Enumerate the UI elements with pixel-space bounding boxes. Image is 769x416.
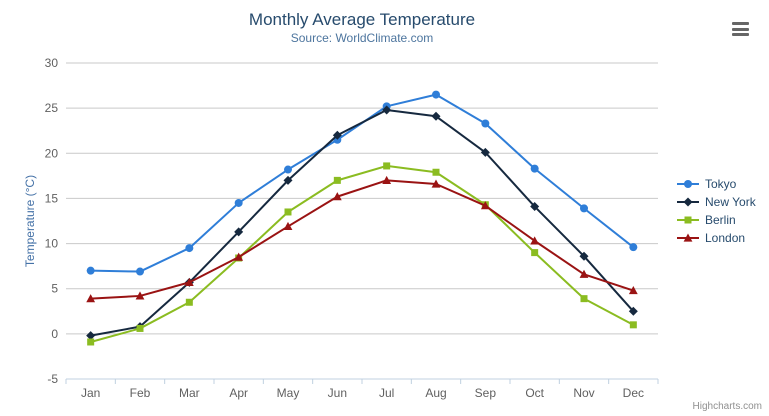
export-menu-button[interactable] [726, 18, 756, 40]
svg-text:25: 25 [45, 101, 59, 115]
svg-text:Jun: Jun [328, 386, 347, 400]
legend-label: New York [705, 195, 756, 209]
svg-text:Dec: Dec [623, 386, 644, 400]
x-axis-line [65, 378, 659, 384]
svg-text:Mar: Mar [179, 386, 200, 400]
legend-square-icon [677, 216, 699, 224]
svg-text:-5: -5 [47, 372, 58, 386]
series-new-york[interactable] [86, 105, 638, 341]
legend-triangle-icon [677, 233, 699, 242]
hamburger-icon [732, 22, 749, 25]
svg-text:Jan: Jan [81, 386, 100, 400]
series-london[interactable] [86, 175, 638, 303]
legend-circle-icon [677, 180, 699, 188]
y-axis-labels: -5 0 5 10 15 20 25 30 [45, 56, 59, 386]
legend-item-london[interactable]: London [676, 229, 756, 247]
legend-item-new-york[interactable]: New York [676, 193, 756, 211]
svg-text:10: 10 [45, 237, 59, 251]
svg-text:Aug: Aug [425, 386, 446, 400]
y-gridlines [66, 62, 658, 380]
svg-text:20: 20 [45, 146, 59, 160]
svg-text:0: 0 [51, 327, 58, 341]
svg-text:Feb: Feb [130, 386, 151, 400]
legend-diamond-icon [677, 197, 699, 207]
svg-text:15: 15 [45, 191, 59, 205]
svg-text:5: 5 [51, 282, 58, 296]
legend-item-berlin[interactable]: Berlin [676, 211, 756, 229]
highcharts-credit[interactable]: Highcharts.com [692, 401, 762, 412]
chart-title: Monthly Average Temperature [248, 10, 476, 29]
hamburger-icon [732, 33, 749, 36]
svg-text:Jul: Jul [379, 386, 394, 400]
legend: Tokyo New York Berlin London [676, 175, 756, 247]
svg-text:Oct: Oct [525, 386, 544, 400]
series-tokyo[interactable] [86, 90, 638, 276]
svg-text:30: 30 [45, 56, 59, 70]
svg-text:Nov: Nov [573, 386, 594, 400]
svg-text:Sep: Sep [475, 386, 497, 400]
legend-item-tokyo[interactable]: Tokyo [676, 175, 756, 193]
svg-text:Apr: Apr [229, 386, 248, 400]
legend-label: Tokyo [705, 177, 737, 191]
svg-text:May: May [277, 386, 300, 400]
legend-label: Berlin [705, 213, 736, 227]
x-axis-labels: Jan Feb Mar Apr May Jun Jul Aug Sep Oct Nov Dec [81, 386, 644, 400]
hamburger-icon [732, 27, 749, 31]
chart-subtitle: Source: WorldClimate.com [290, 31, 434, 45]
legend-label: London [705, 231, 746, 245]
